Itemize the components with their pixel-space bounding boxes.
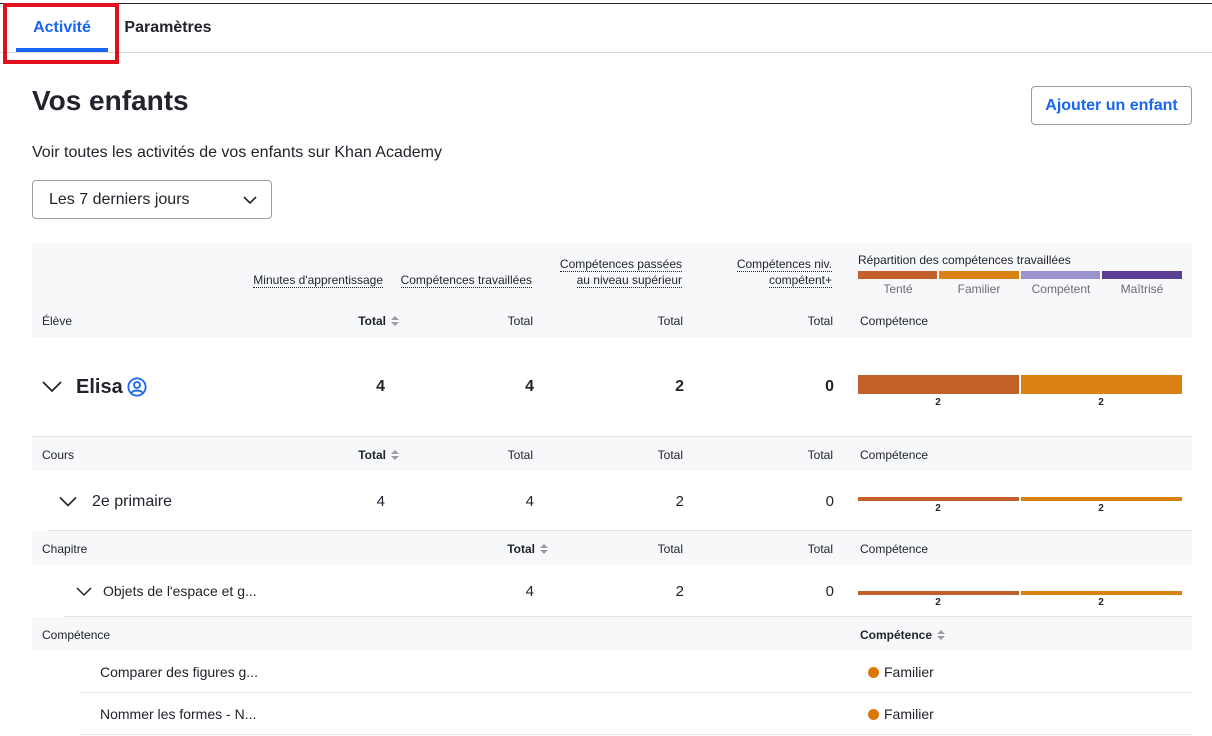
legend-attempted: Tenté	[883, 282, 913, 296]
legend-familiar: Familier	[957, 282, 1001, 296]
chapter-header	[32, 531, 1192, 565]
student-attempted-count: 2	[935, 397, 941, 408]
student-proficient: 0	[825, 378, 834, 395]
student-familiar-count: 2	[1098, 397, 1104, 408]
legend-mastered-bar	[1102, 271, 1182, 279]
chapter-attempted-count: 2	[935, 597, 941, 608]
skill-header	[32, 617, 1192, 651]
course-worked: 4	[525, 493, 534, 510]
chapter-total-sort[interactable]: Total	[480, 542, 549, 556]
skill-name[interactable]: Nommer les formes - N...	[100, 706, 257, 722]
period-select[interactable]: Les 7 derniers jours	[32, 180, 272, 219]
chapter-familiar-bar	[1021, 591, 1182, 595]
sort-icon	[937, 630, 946, 640]
divider	[48, 530, 1192, 531]
skill-status: Familier	[868, 706, 934, 722]
chapter-passed-total-label: Total	[657, 542, 683, 556]
skill-name[interactable]: Comparer des figures g...	[100, 664, 258, 680]
tab-settings-label: Paramètres	[124, 19, 212, 36]
legend-attempted-bar	[858, 271, 937, 279]
student-attempted-bar	[858, 375, 1019, 394]
page-title: Vos enfants	[32, 85, 189, 116]
student-name[interactable]: Elisa	[76, 376, 123, 398]
course-header	[32, 437, 1192, 471]
student-worked: 4	[525, 378, 534, 395]
student-column-label: Élève	[42, 314, 73, 328]
top-border	[0, 3, 1212, 4]
chevron-down-icon[interactable]	[76, 586, 92, 598]
chapter-competence-label: Compétence	[860, 542, 929, 556]
tab-activity[interactable]: Activité	[16, 4, 108, 52]
tab-settings[interactable]: Paramètres	[114, 4, 222, 52]
tab-bar: Activité Paramètres	[0, 4, 1212, 53]
chapter-worked: 4	[525, 583, 534, 600]
chevron-down-icon[interactable]	[59, 496, 77, 508]
skill-status: Familier	[868, 664, 934, 680]
course-attempted-count: 2	[935, 503, 941, 514]
sort-icon	[391, 450, 399, 460]
course-minutes: 4	[376, 493, 385, 510]
student-minutes: 4	[376, 378, 385, 395]
skill-column-label: Compétence	[42, 628, 111, 642]
student-row	[32, 337, 1192, 437]
page-subtitle: Voir toutes les activités de vos enfants…	[32, 144, 442, 161]
chapter-attempted-bar	[858, 591, 1019, 595]
course-familiar-bar	[1021, 497, 1182, 501]
col-minutes[interactable]: Minutes d'apprentissage	[253, 273, 383, 288]
status-dot	[868, 667, 879, 678]
course-column-label: Cours	[42, 448, 75, 462]
student-familiar-bar	[1021, 375, 1182, 394]
sort-icon	[391, 316, 399, 326]
chapter-proficient: 0	[825, 583, 834, 600]
sort-icon	[540, 544, 548, 554]
course-attempted-bar	[858, 497, 1019, 501]
course-passed: 2	[675, 493, 684, 510]
divider	[64, 616, 1192, 617]
status-dot	[868, 709, 879, 720]
col-worked[interactable]: Compétences travaillées	[400, 273, 532, 288]
course-proficient-total-label: Total	[807, 448, 833, 462]
course-passed-total-label: Total	[657, 448, 683, 462]
user-icon	[127, 377, 147, 397]
passed-total-label: Total	[657, 314, 683, 328]
minutes-total-sort[interactable]: Total	[330, 314, 400, 328]
legend-mastered: Maîtrisé	[1120, 282, 1164, 296]
course-name[interactable]: 2e primaire	[92, 493, 173, 510]
chapter-column-label: Chapitre	[42, 542, 88, 556]
chevron-down-icon[interactable]	[42, 381, 62, 393]
chapter-name[interactable]: Objets de l'espace et g...	[103, 583, 257, 599]
period-select-value: Les 7 derniers jours	[49, 190, 190, 208]
chapter-proficient-total-label: Total	[807, 542, 833, 556]
table-header	[32, 243, 1192, 337]
course-worked-total-label: Total	[507, 448, 533, 462]
chapter-familiar-count: 2	[1098, 597, 1104, 608]
proficient-total-label: Total	[807, 314, 833, 328]
chevron-down-icon	[243, 196, 257, 205]
worked-total-label: Total	[507, 314, 533, 328]
chapter-passed: 2	[675, 583, 684, 600]
competence-label: Compétence	[860, 314, 929, 328]
distribution-title: Répartition des compétences travaillées	[858, 253, 1071, 267]
legend-proficient-bar	[1021, 271, 1100, 279]
student-passed: 2	[675, 378, 684, 395]
course-proficient: 0	[825, 493, 834, 510]
skill-competence-sort[interactable]: Compétence	[860, 628, 946, 642]
course-total-sort[interactable]: Total	[330, 448, 400, 462]
add-child-button[interactable]: Ajouter un enfant	[1031, 86, 1192, 125]
course-familiar-count: 2	[1098, 503, 1104, 514]
active-tab-indicator	[16, 48, 108, 52]
tab-activity-label: Activité	[33, 19, 91, 36]
legend-familiar-bar	[939, 271, 1019, 279]
col-proficient[interactable]: Compétences niv. compétent+	[736, 257, 832, 288]
legend-proficient: Compétent	[1031, 282, 1091, 296]
divider	[80, 734, 1192, 735]
course-competence-label: Compétence	[860, 448, 929, 462]
divider	[80, 692, 1192, 693]
col-passed[interactable]: Compétences passées au niveau supérieur	[559, 257, 682, 288]
